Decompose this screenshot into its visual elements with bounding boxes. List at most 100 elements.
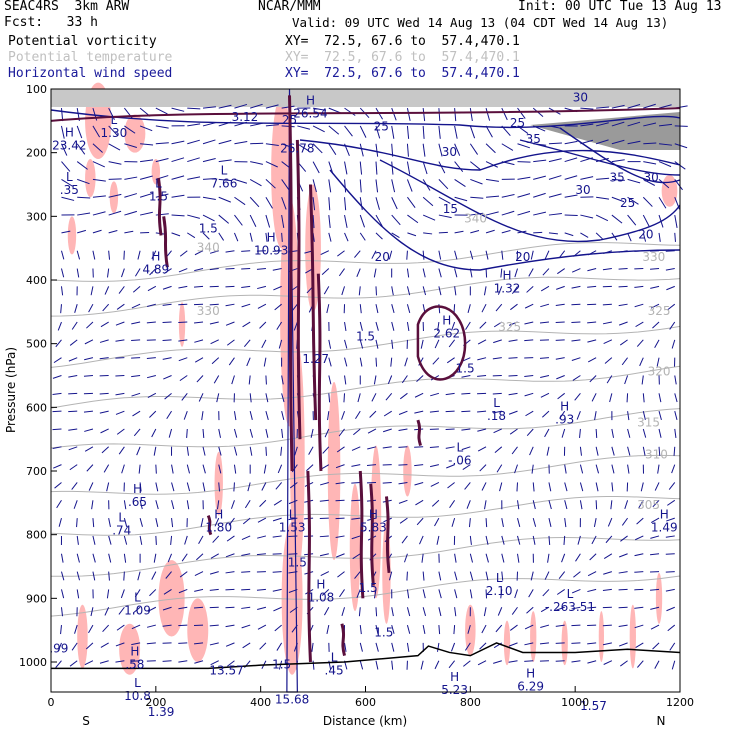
wind-vector — [186, 500, 190, 510]
wind-vector — [595, 428, 598, 438]
wind-vector — [430, 482, 440, 487]
wind-vector — [511, 446, 518, 455]
wind-vector — [611, 104, 625, 109]
wind-vector — [391, 339, 394, 349]
wind-vector — [249, 214, 257, 227]
pv-extremum-value: .74 — [112, 524, 131, 538]
wind-vector — [494, 446, 503, 454]
wind-vector — [123, 571, 125, 581]
pv-contour — [306, 470, 312, 663]
wind-vector — [355, 410, 361, 420]
wind-speed-label: 20 — [375, 250, 390, 264]
wind-vector — [92, 195, 106, 198]
y-tick-label: 700 — [26, 465, 47, 478]
wind-vector — [665, 588, 675, 592]
wind-vector — [146, 375, 156, 379]
wind-vector — [359, 179, 362, 193]
wind-vector — [124, 210, 137, 216]
pv-extremum-value: 1.09 — [124, 603, 151, 617]
wind-vector — [218, 196, 231, 203]
wind-vector — [71, 482, 78, 490]
wind-vector — [634, 553, 644, 557]
wind-vector — [344, 214, 348, 228]
wind-vector — [611, 482, 614, 492]
wind-vector — [249, 393, 252, 403]
wind-vector — [406, 143, 409, 157]
wind-vector — [194, 321, 204, 324]
wind-vector — [539, 321, 550, 324]
wind-vector — [343, 393, 346, 403]
wind-vector — [658, 104, 672, 109]
wind-vector — [602, 303, 612, 306]
wind-vector — [85, 642, 94, 650]
wind-vector — [184, 535, 188, 545]
wind-vector — [265, 143, 279, 147]
wind-vector — [187, 107, 201, 110]
wind-speed-label: 25 — [374, 119, 389, 133]
wind-vector — [414, 481, 424, 486]
y-tick-label: 600 — [26, 401, 47, 414]
wind-vector — [52, 375, 62, 379]
wind-vector — [344, 197, 347, 211]
wind-vector — [548, 125, 562, 129]
wind-vector — [469, 250, 474, 260]
wind-vector — [202, 232, 210, 240]
wind-vector — [241, 535, 251, 541]
wind-vector — [61, 161, 71, 172]
wind-vector — [448, 660, 456, 669]
wind-vector — [277, 464, 283, 474]
wind-vector — [359, 143, 364, 157]
wind-vector — [139, 500, 143, 510]
wind-vector — [256, 268, 266, 270]
wind-vector — [358, 286, 361, 296]
pv-extremum-type: L — [221, 164, 228, 178]
wind-vector — [249, 446, 253, 456]
wind-vector — [367, 446, 377, 450]
wind-vector — [250, 142, 264, 145]
pv-extremum-value: 1.5 — [359, 581, 378, 595]
wind-vector — [571, 268, 581, 273]
wind-vector — [642, 428, 647, 438]
x-end-label-left: S — [82, 714, 90, 728]
wind-vector — [469, 571, 474, 581]
wind-vector — [524, 642, 534, 646]
wind-vector — [241, 303, 251, 308]
organization-label: NCAR/MMM — [258, 0, 321, 14]
wind-vector — [454, 607, 457, 617]
wind-vector — [643, 161, 657, 165]
pv-extremum-type: H — [316, 578, 325, 592]
wind-vector — [155, 500, 159, 510]
wind-vector — [635, 321, 644, 328]
wind-vector — [624, 375, 629, 385]
wind-vector — [406, 607, 411, 617]
wind-vector — [391, 642, 395, 652]
wind-vector — [281, 179, 290, 191]
wind-vector — [344, 107, 356, 116]
wind-vector — [209, 588, 219, 591]
wind-vector — [548, 518, 552, 527]
pv-shade — [109, 181, 119, 214]
wind-vector — [118, 446, 125, 455]
wind-vector — [367, 428, 377, 434]
wind-vector — [200, 518, 204, 528]
wind-vector — [454, 108, 457, 122]
wind-vector — [328, 357, 332, 367]
wind-vector — [171, 482, 175, 492]
wind-vector — [438, 286, 442, 296]
wind-vector — [548, 175, 562, 180]
wind-vector — [76, 143, 86, 155]
wind-vector — [249, 428, 254, 438]
wind-vector — [618, 303, 628, 307]
wind-vector — [401, 375, 408, 384]
wind-vector — [218, 482, 221, 492]
wind-vector — [621, 357, 628, 366]
wind-vector — [501, 210, 515, 216]
wind-speed-label: 25 — [620, 196, 635, 210]
wind-vector — [575, 553, 581, 562]
wind-vector — [446, 464, 455, 469]
wind-vector — [92, 571, 96, 581]
wind-vector — [359, 304, 362, 314]
terrain-line — [51, 642, 681, 670]
wind-vector — [611, 196, 625, 203]
wind-vector — [510, 303, 518, 311]
